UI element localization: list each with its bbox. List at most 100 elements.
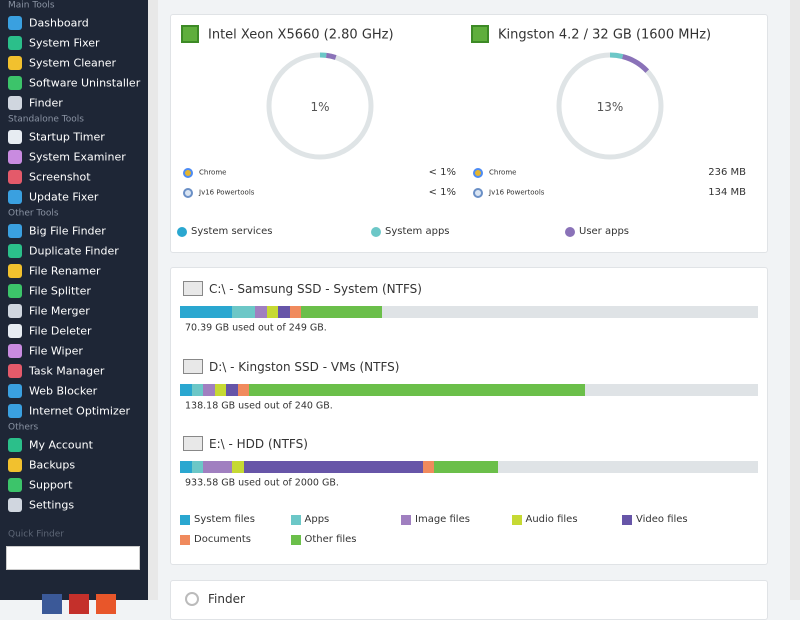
sidebar: Main Tools Dashboard System Fixer System Cl… [0,0,148,614]
bar-segment [289,306,302,318]
nav-icon [8,190,22,204]
nav-icon [8,130,22,144]
nav-item[interactable]: Big File Finder [29,224,106,238]
process-value: 236 MB [708,167,746,178]
bar-segment [301,306,383,318]
legend-label: System files [194,514,255,525]
nav-item[interactable]: Task Manager [29,364,105,378]
nav-icon [8,324,22,338]
nav-item[interactable]: Startup Timer [29,130,105,144]
hardware-title: Intel Xeon X5660 (2.80 GHz) [208,27,394,43]
drive-usage: 138.18 GB used out of 240 GB. [185,399,333,411]
legend-label: Image files [415,514,470,525]
process-name: Chrome [199,168,227,177]
drive-icon [183,281,203,296]
nav-item[interactable]: Software Uninstaller [29,76,141,90]
legend-label: User apps [579,226,630,237]
main-scrollbar[interactable] [790,0,800,600]
nav-icon [8,264,22,278]
legend-swatch [180,515,190,525]
quick-finder-input[interactable] [6,546,140,570]
legend-swatch [180,535,190,545]
legend-label: Other files [304,534,357,545]
bar-segment [226,383,238,396]
nav-icon [8,478,22,492]
nav-item[interactable]: File Wiper [29,344,83,358]
section-header: Other Tools [8,208,59,219]
legend-dot [177,227,187,237]
process-icon [183,168,193,178]
bar-segment [243,461,423,473]
legend-swatch [401,515,411,525]
legend-label: Video files [636,514,688,525]
nav-item[interactable]: System Fixer [29,36,100,50]
nav-item[interactable]: System Cleaner [29,56,117,70]
nav-item[interactable]: Finder [29,96,63,110]
process-icon [473,168,483,178]
nav-item[interactable]: My Account [29,438,93,452]
nav-icon [8,458,22,472]
hardware-title: Kingston 4.2 / 32 GB (1600 MHz) [498,27,712,43]
legend-label: System apps [385,226,450,237]
bar-segment [434,461,498,473]
bar-segment [422,461,435,473]
nav-icon [8,344,22,358]
bar-segment [278,306,290,318]
nav-icon [8,16,22,30]
nav-icon [8,244,22,258]
gauge-value: 13% [596,100,624,114]
nav-item[interactable]: Update Fixer [29,190,99,204]
usage-bar [180,383,758,396]
bar-segment [191,461,204,473]
usage-ring [556,52,664,160]
nav-item[interactable]: File Splitter [29,284,91,298]
social-icon[interactable] [69,594,89,614]
bar-segment [203,461,232,473]
social-icon[interactable] [42,594,62,614]
bar-segment [266,306,279,318]
ring-segment [556,52,664,160]
drive-usage: 933.58 GB used out of 2000 GB. [185,477,339,489]
sidebar-scrollbar[interactable] [148,0,158,600]
nav-item[interactable]: Dashboard [29,16,89,30]
process-icon [473,188,483,198]
usage-bar [180,461,758,473]
hardware-icon [471,25,489,43]
nav-item[interactable]: System Examiner [29,150,126,164]
bar-segment [180,383,192,396]
drive-icon [183,436,203,451]
nav-item[interactable]: Support [29,478,73,492]
nav-item[interactable]: File Merger [29,304,90,318]
legend-dot [565,227,575,237]
nav-icon [8,76,22,90]
nav-item[interactable]: Web Blocker [29,384,98,398]
process-name: Jv16 Powertools [489,188,545,197]
finder-card [170,580,768,620]
nav-item[interactable]: Settings [29,498,75,512]
bar-segment [232,306,256,318]
process-name: Jv16 Powertools [199,188,255,197]
usage-bar [180,306,758,318]
social-icon[interactable] [96,594,116,614]
legend-dot [371,227,381,237]
drive-title: C:\ - Samsung SSD - System (NTFS) [209,282,422,296]
legend-swatch [290,535,301,545]
legend-swatch [290,515,301,525]
nav-item[interactable]: Internet Optimizer [29,404,131,418]
nav-item[interactable]: Screenshot [29,170,91,184]
legend-label: System services [191,226,273,237]
nav-item[interactable]: File Deleter [29,324,92,338]
bar-segment [214,383,227,396]
bar-segment [180,306,233,318]
legend-swatch [511,515,522,525]
bar-segment [255,306,267,318]
nav-icon [8,56,22,70]
nav-item[interactable]: Backups [29,458,76,472]
nav-item[interactable]: Duplicate Finder [29,244,119,258]
nav-item[interactable]: File Renamer [29,264,101,278]
hardware-icon [181,25,199,43]
bar-segment [180,461,192,473]
drive-icon [183,358,203,374]
process-value: < 1% [428,187,456,198]
